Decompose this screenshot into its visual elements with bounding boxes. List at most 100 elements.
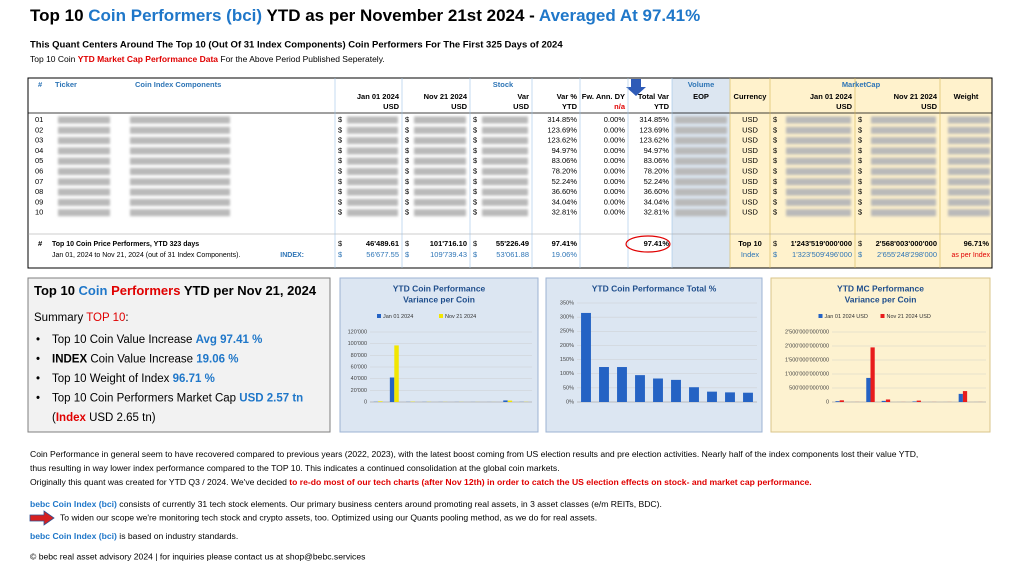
- table-border: [27, 77, 993, 269]
- group-header: Coin Index Components: [135, 80, 221, 89]
- text-segment: Top 10 Coin Value Increase: [52, 334, 196, 346]
- currency: USD: [742, 125, 758, 134]
- text-segment: Avg 97.41 %: [196, 334, 263, 346]
- bar: [866, 377, 871, 402]
- summary-box: [27, 277, 331, 433]
- currency-symbol: $: [773, 208, 778, 217]
- currency-symbol: $: [338, 166, 343, 175]
- total-var: 52.24%: [644, 177, 670, 186]
- fw-ann-dy: 0.00%: [604, 187, 626, 196]
- legend-label: Nov 21 2024: [445, 314, 476, 320]
- bar: [912, 401, 917, 402]
- redacted: [786, 198, 851, 206]
- bar: [653, 378, 663, 402]
- chart-subtitle: Variance per Coin: [845, 294, 917, 304]
- currency-symbol: $: [338, 177, 343, 186]
- bar: [503, 400, 508, 402]
- text-segment: Top 10 Weight of Index: [52, 373, 173, 385]
- text-segment: TOP 10: [86, 312, 125, 324]
- column-header: Nov 21 2024: [424, 92, 468, 101]
- redacted: [871, 147, 936, 155]
- currency-symbol: $: [858, 166, 863, 175]
- redacted: [347, 178, 398, 186]
- legend-swatch: [377, 314, 381, 318]
- currency-symbol: $: [405, 239, 410, 248]
- currency-symbol: $: [473, 125, 478, 134]
- redacted: [347, 188, 398, 196]
- redacted: [414, 137, 466, 145]
- redacted: [414, 198, 466, 206]
- column-unit: USD: [836, 102, 852, 111]
- var-pct: 94.97%: [552, 146, 578, 155]
- total-mc: 1'243'519'000'000: [791, 239, 852, 248]
- currency: USD: [742, 177, 758, 186]
- redacted: [786, 209, 851, 217]
- text-segment: Summary: [34, 312, 86, 324]
- var-pct: 32.81%: [552, 208, 578, 217]
- currency-symbol: $: [405, 250, 410, 259]
- note: Top 10 Coin YTD Market Cap Performance D…: [30, 54, 385, 64]
- var-pct: 78.20%: [552, 166, 578, 175]
- currency-symbol: $: [338, 125, 343, 134]
- text-segment: INDEX: [52, 354, 87, 366]
- y-tick-label: 40'000: [351, 376, 367, 382]
- y-tick-label: 2'500'000'000'000: [785, 329, 829, 335]
- currency-symbol: $: [405, 166, 410, 175]
- var-pct: 314.85%: [547, 115, 577, 124]
- column-header: Fw. Ann. DY: [582, 92, 625, 101]
- footer-arrow: [29, 510, 55, 526]
- y-tick-label: 100'000: [348, 341, 367, 347]
- redacted: [58, 137, 110, 145]
- y-tick-label: 300%: [560, 315, 574, 321]
- index-value: 53'061.88: [496, 250, 529, 259]
- redacted: [786, 157, 851, 165]
- chart-title: YTD Coin Performance: [393, 283, 486, 293]
- y-tick-label: 0: [364, 399, 367, 405]
- redacted: [130, 178, 230, 186]
- currency-symbol: $: [338, 208, 343, 217]
- bar: [389, 377, 395, 402]
- summary-title: Top 10 Coin Performers YTD per Nov 21, 2…: [34, 283, 317, 298]
- highlight-circle: [625, 235, 671, 253]
- redacted: [130, 137, 230, 145]
- redacted: [871, 137, 936, 145]
- group-header: MarketCap: [842, 80, 881, 89]
- chart-title: YTD Coin Performance Total %: [592, 283, 717, 293]
- redacted: [130, 157, 230, 165]
- footer-text: bebc Coin Index (bci) is based on indust…: [30, 531, 238, 541]
- currency-symbol: $: [858, 187, 863, 196]
- group-header: #: [38, 80, 43, 89]
- redacted: [786, 188, 851, 196]
- text-segment: Coin Performance in general seem to have…: [30, 449, 918, 459]
- currency: USD: [742, 115, 758, 124]
- currency: USD: [742, 156, 758, 165]
- column-unit: YTD: [562, 102, 578, 111]
- redacted: [414, 147, 466, 155]
- index-value: 56'677.55: [366, 250, 399, 259]
- row-number: 06: [35, 166, 43, 175]
- redacted: [675, 147, 727, 155]
- currency-symbol: $: [405, 156, 410, 165]
- currency-symbol: $: [773, 197, 778, 206]
- total-var: 314.85%: [639, 115, 669, 124]
- redacted: [675, 209, 727, 217]
- redacted: [482, 157, 528, 165]
- text-segment: is based on industry standards.: [117, 531, 238, 541]
- text-segment: Top 10: [34, 283, 79, 298]
- var-pct: 52.24%: [552, 177, 578, 186]
- y-tick-label: 120'000: [348, 329, 367, 335]
- redacted: [871, 188, 936, 196]
- redacted: [948, 168, 990, 175]
- index-weight: as per Index: [951, 252, 990, 259]
- index-tag: INDEX:: [280, 252, 304, 259]
- total-value: 101'716.10: [430, 239, 467, 248]
- text-segment: YTD as per November 21st 2024 -: [262, 6, 539, 25]
- column-header: Var: [517, 92, 529, 101]
- var-pct: 123.62%: [547, 136, 577, 145]
- redacted: [948, 157, 990, 165]
- bar: [617, 367, 627, 402]
- currency-symbol: $: [773, 187, 778, 196]
- var-pct: 123.69%: [547, 125, 577, 134]
- currency-symbol: $: [773, 177, 778, 186]
